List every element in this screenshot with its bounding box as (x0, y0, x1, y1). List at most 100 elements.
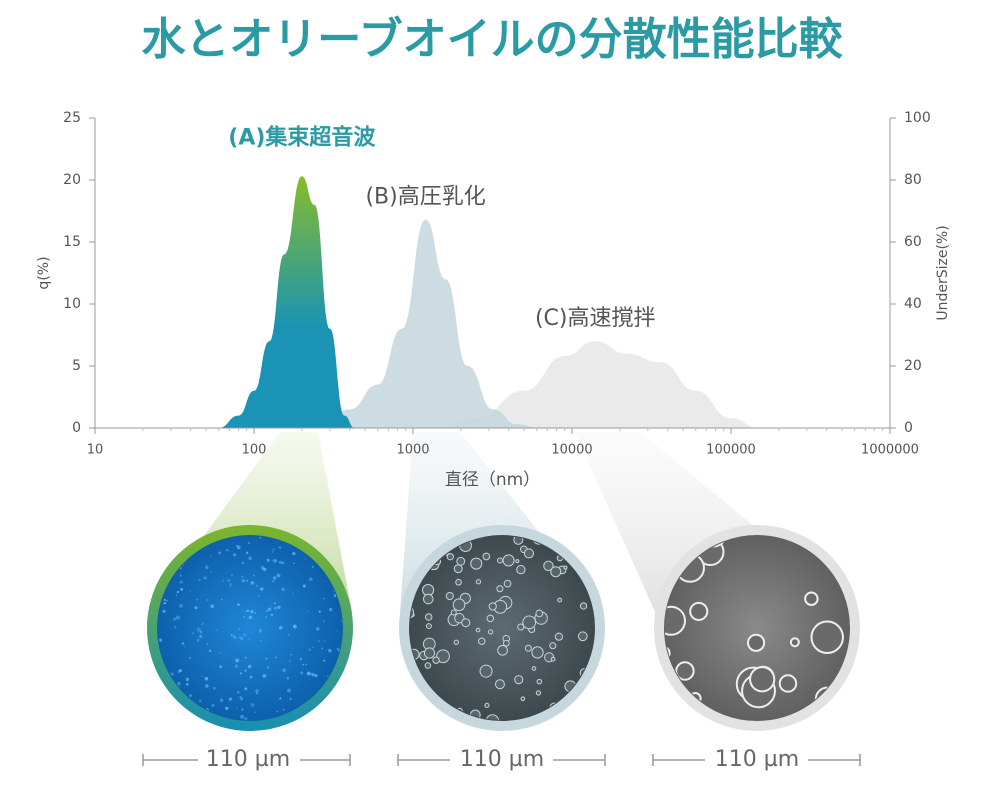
series-label: (C)高速撹拌 (535, 306, 656, 331)
speck (275, 656, 277, 659)
speck (247, 541, 250, 544)
speck (213, 686, 216, 690)
bubble (515, 559, 520, 564)
speck (258, 629, 262, 633)
micrograph (147, 525, 353, 731)
scale-bars (142, 754, 861, 766)
x-tick-label: 10 (87, 443, 104, 458)
bubble (494, 679, 505, 690)
speck (237, 691, 240, 694)
speck (249, 675, 253, 679)
speck (259, 587, 264, 591)
speck (289, 697, 292, 700)
speck (259, 536, 262, 539)
speck (241, 575, 244, 578)
speck (198, 578, 201, 581)
speck (338, 701, 340, 704)
speck (239, 672, 242, 675)
bubble (424, 662, 432, 669)
y-tick-label: 20 (63, 172, 81, 188)
speck (286, 677, 290, 680)
speck (254, 711, 257, 713)
y2-axis-label: UnderSize(%) (935, 225, 951, 320)
bubble (833, 710, 846, 720)
bubble (422, 593, 434, 605)
speck (174, 626, 177, 629)
speck (317, 640, 320, 643)
speck (219, 652, 222, 654)
bubble (482, 552, 491, 561)
speck (243, 615, 246, 618)
speck (278, 560, 282, 564)
bubble (517, 623, 525, 631)
speck (248, 556, 252, 561)
speck (211, 704, 215, 707)
speck (250, 609, 254, 614)
bubble (496, 557, 504, 564)
speck (265, 616, 268, 618)
bubble (804, 591, 819, 606)
bubble (554, 632, 563, 641)
bubble (453, 564, 463, 574)
speck (310, 718, 315, 720)
speck (241, 561, 245, 565)
speck (158, 638, 163, 642)
speck (308, 648, 312, 652)
speck (172, 617, 177, 621)
bubble (425, 623, 432, 629)
speck (206, 598, 209, 602)
speck (183, 645, 186, 648)
speck (228, 697, 232, 701)
area (319, 219, 541, 428)
speck (225, 706, 229, 710)
speck (259, 639, 262, 642)
speck (302, 584, 306, 588)
bubble (410, 686, 416, 696)
speck (311, 565, 314, 568)
bubble (524, 644, 532, 652)
speck (176, 615, 180, 620)
bubble (543, 560, 554, 572)
speck (169, 559, 172, 562)
bubble (445, 591, 454, 601)
speck (199, 634, 203, 638)
speck (322, 711, 325, 715)
bubble (746, 633, 766, 652)
speck (273, 602, 276, 605)
speck (219, 665, 222, 669)
speck (219, 698, 224, 702)
micrograph (399, 525, 605, 731)
speck (180, 587, 184, 591)
bubble (452, 598, 466, 612)
speck (281, 561, 285, 565)
speck (166, 599, 169, 602)
bubble (503, 579, 512, 588)
y2-tick-label: 40 (904, 296, 922, 312)
bubble (591, 707, 594, 715)
speck (221, 598, 223, 601)
speck (186, 719, 189, 720)
speck (278, 546, 282, 549)
speck (158, 560, 162, 564)
speck (289, 660, 291, 662)
bubble (436, 649, 450, 664)
bubble (514, 675, 524, 685)
speck (199, 699, 202, 703)
bubble (432, 656, 440, 664)
speck (225, 548, 229, 552)
bubble (423, 647, 436, 659)
speck (179, 669, 182, 672)
speck (240, 697, 244, 701)
speck (290, 653, 293, 656)
speck (176, 681, 181, 686)
bubble (749, 666, 776, 693)
speck (235, 545, 238, 547)
y2-tick-label: 80 (904, 172, 922, 188)
speck (318, 610, 321, 613)
speck (247, 664, 252, 669)
speck (265, 610, 268, 613)
plot: (A)集束超音波 (B)高圧乳化 (C)高速撹拌 0 5 10 15 20 25 0 20 40 60 8… (36, 110, 951, 490)
speck (163, 598, 166, 601)
speck (238, 628, 240, 630)
scale-label: 110 µm (206, 747, 290, 772)
